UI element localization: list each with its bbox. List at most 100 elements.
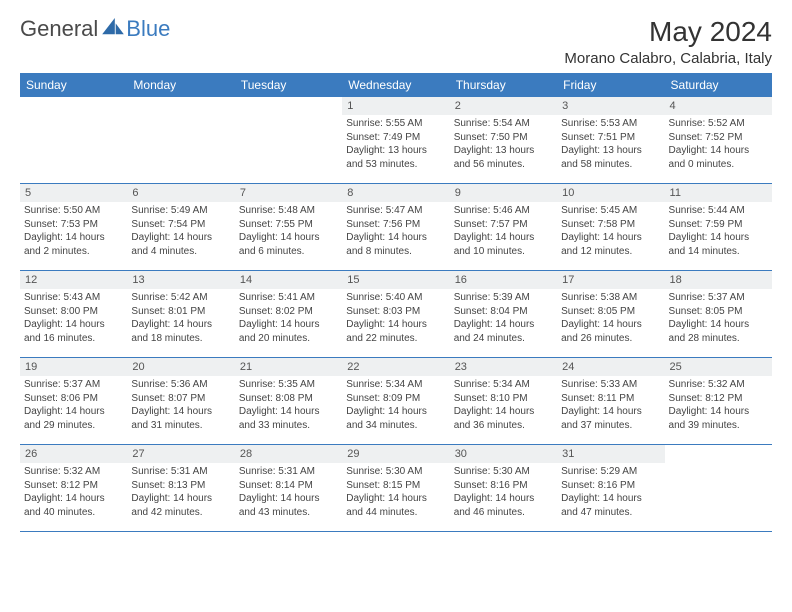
day-body: Sunrise: 5:34 AMSunset: 8:09 PMDaylight:… bbox=[342, 376, 449, 436]
day-cell: 2Sunrise: 5:54 AMSunset: 7:50 PMDaylight… bbox=[450, 97, 557, 183]
day-number: 23 bbox=[450, 358, 557, 376]
sunset-line: Sunset: 8:13 PM bbox=[131, 479, 230, 493]
day-number: 24 bbox=[557, 358, 664, 376]
daylight-line: Daylight: 14 hours and 29 minutes. bbox=[24, 405, 123, 432]
day-number: 25 bbox=[665, 358, 772, 376]
day-number: 2 bbox=[450, 97, 557, 115]
week-row: 1Sunrise: 5:55 AMSunset: 7:49 PMDaylight… bbox=[20, 97, 772, 184]
day-number: 27 bbox=[127, 445, 234, 463]
day-cell bbox=[235, 97, 342, 183]
sunset-line: Sunset: 7:55 PM bbox=[239, 218, 338, 232]
weekday-thursday: Thursday bbox=[450, 73, 557, 97]
daylight-line: Daylight: 14 hours and 16 minutes. bbox=[24, 318, 123, 345]
sunset-line: Sunset: 8:03 PM bbox=[346, 305, 445, 319]
daylight-line: Daylight: 14 hours and 10 minutes. bbox=[454, 231, 553, 258]
sunset-line: Sunset: 7:52 PM bbox=[669, 131, 768, 145]
day-body: Sunrise: 5:42 AMSunset: 8:01 PMDaylight:… bbox=[127, 289, 234, 349]
sunrise-line: Sunrise: 5:52 AM bbox=[669, 117, 768, 131]
day-body: Sunrise: 5:36 AMSunset: 8:07 PMDaylight:… bbox=[127, 376, 234, 436]
daylight-line: Daylight: 14 hours and 26 minutes. bbox=[561, 318, 660, 345]
daylight-line: Daylight: 14 hours and 37 minutes. bbox=[561, 405, 660, 432]
logo: General Blue bbox=[20, 16, 170, 42]
sunrise-line: Sunrise: 5:32 AM bbox=[24, 465, 123, 479]
sunrise-line: Sunrise: 5:32 AM bbox=[669, 378, 768, 392]
sunrise-line: Sunrise: 5:49 AM bbox=[131, 204, 230, 218]
sunrise-line: Sunrise: 5:37 AM bbox=[24, 378, 123, 392]
day-body: Sunrise: 5:40 AMSunset: 8:03 PMDaylight:… bbox=[342, 289, 449, 349]
day-body: Sunrise: 5:41 AMSunset: 8:02 PMDaylight:… bbox=[235, 289, 342, 349]
sunset-line: Sunset: 7:56 PM bbox=[346, 218, 445, 232]
day-cell: 8Sunrise: 5:47 AMSunset: 7:56 PMDaylight… bbox=[342, 184, 449, 270]
sunrise-line: Sunrise: 5:38 AM bbox=[561, 291, 660, 305]
day-cell: 17Sunrise: 5:38 AMSunset: 8:05 PMDayligh… bbox=[557, 271, 664, 357]
sunrise-line: Sunrise: 5:45 AM bbox=[561, 204, 660, 218]
day-cell: 22Sunrise: 5:34 AMSunset: 8:09 PMDayligh… bbox=[342, 358, 449, 444]
day-body: Sunrise: 5:33 AMSunset: 8:11 PMDaylight:… bbox=[557, 376, 664, 436]
day-body: Sunrise: 5:35 AMSunset: 8:08 PMDaylight:… bbox=[235, 376, 342, 436]
day-body: Sunrise: 5:52 AMSunset: 7:52 PMDaylight:… bbox=[665, 115, 772, 175]
logo-text-2: Blue bbox=[126, 16, 170, 42]
sunset-line: Sunset: 7:50 PM bbox=[454, 131, 553, 145]
daylight-line: Daylight: 14 hours and 44 minutes. bbox=[346, 492, 445, 519]
sunset-line: Sunset: 8:04 PM bbox=[454, 305, 553, 319]
sunrise-line: Sunrise: 5:54 AM bbox=[454, 117, 553, 131]
sunset-line: Sunset: 8:11 PM bbox=[561, 392, 660, 406]
day-body: Sunrise: 5:44 AMSunset: 7:59 PMDaylight:… bbox=[665, 202, 772, 262]
day-number: 20 bbox=[127, 358, 234, 376]
title-block: May 2024 Morano Calabro, Calabria, Italy bbox=[564, 16, 772, 67]
day-body: Sunrise: 5:38 AMSunset: 8:05 PMDaylight:… bbox=[557, 289, 664, 349]
daylight-line: Daylight: 14 hours and 8 minutes. bbox=[346, 231, 445, 258]
day-number: 14 bbox=[235, 271, 342, 289]
daylight-line: Daylight: 14 hours and 14 minutes. bbox=[669, 231, 768, 258]
day-cell: 28Sunrise: 5:31 AMSunset: 8:14 PMDayligh… bbox=[235, 445, 342, 531]
sunrise-line: Sunrise: 5:29 AM bbox=[561, 465, 660, 479]
day-cell: 25Sunrise: 5:32 AMSunset: 8:12 PMDayligh… bbox=[665, 358, 772, 444]
day-body: Sunrise: 5:54 AMSunset: 7:50 PMDaylight:… bbox=[450, 115, 557, 175]
day-number: 7 bbox=[235, 184, 342, 202]
weekday-sunday: Sunday bbox=[20, 73, 127, 97]
day-body: Sunrise: 5:31 AMSunset: 8:13 PMDaylight:… bbox=[127, 463, 234, 523]
day-body: Sunrise: 5:46 AMSunset: 7:57 PMDaylight:… bbox=[450, 202, 557, 262]
sunrise-line: Sunrise: 5:48 AM bbox=[239, 204, 338, 218]
sunset-line: Sunset: 7:49 PM bbox=[346, 131, 445, 145]
sunset-line: Sunset: 8:09 PM bbox=[346, 392, 445, 406]
day-number: 15 bbox=[342, 271, 449, 289]
day-body: Sunrise: 5:45 AMSunset: 7:58 PMDaylight:… bbox=[557, 202, 664, 262]
day-number: 5 bbox=[20, 184, 127, 202]
day-number: 26 bbox=[20, 445, 127, 463]
week-row: 12Sunrise: 5:43 AMSunset: 8:00 PMDayligh… bbox=[20, 271, 772, 358]
calendar: SundayMondayTuesdayWednesdayThursdayFrid… bbox=[20, 73, 772, 532]
sunrise-line: Sunrise: 5:43 AM bbox=[24, 291, 123, 305]
sunset-line: Sunset: 7:59 PM bbox=[669, 218, 768, 232]
sunset-line: Sunset: 8:16 PM bbox=[454, 479, 553, 493]
calendar-page: General Blue May 2024 Morano Calabro, Ca… bbox=[0, 0, 792, 548]
month-title: May 2024 bbox=[564, 16, 772, 48]
header: General Blue May 2024 Morano Calabro, Ca… bbox=[20, 16, 772, 67]
sunrise-line: Sunrise: 5:39 AM bbox=[454, 291, 553, 305]
day-cell: 30Sunrise: 5:30 AMSunset: 8:16 PMDayligh… bbox=[450, 445, 557, 531]
day-number: 9 bbox=[450, 184, 557, 202]
day-cell: 7Sunrise: 5:48 AMSunset: 7:55 PMDaylight… bbox=[235, 184, 342, 270]
week-row: 19Sunrise: 5:37 AMSunset: 8:06 PMDayligh… bbox=[20, 358, 772, 445]
day-cell: 14Sunrise: 5:41 AMSunset: 8:02 PMDayligh… bbox=[235, 271, 342, 357]
day-body: Sunrise: 5:29 AMSunset: 8:16 PMDaylight:… bbox=[557, 463, 664, 523]
daylight-line: Daylight: 13 hours and 53 minutes. bbox=[346, 144, 445, 171]
weekday-wednesday: Wednesday bbox=[342, 73, 449, 97]
sunrise-line: Sunrise: 5:31 AM bbox=[239, 465, 338, 479]
sunset-line: Sunset: 8:12 PM bbox=[24, 479, 123, 493]
daylight-line: Daylight: 14 hours and 40 minutes. bbox=[24, 492, 123, 519]
day-body: Sunrise: 5:32 AMSunset: 8:12 PMDaylight:… bbox=[665, 376, 772, 436]
day-cell: 10Sunrise: 5:45 AMSunset: 7:58 PMDayligh… bbox=[557, 184, 664, 270]
day-cell: 5Sunrise: 5:50 AMSunset: 7:53 PMDaylight… bbox=[20, 184, 127, 270]
daylight-line: Daylight: 14 hours and 34 minutes. bbox=[346, 405, 445, 432]
weekday-row: SundayMondayTuesdayWednesdayThursdayFrid… bbox=[20, 73, 772, 97]
day-cell: 9Sunrise: 5:46 AMSunset: 7:57 PMDaylight… bbox=[450, 184, 557, 270]
day-cell bbox=[127, 97, 234, 183]
sunrise-line: Sunrise: 5:53 AM bbox=[561, 117, 660, 131]
daylight-line: Daylight: 14 hours and 43 minutes. bbox=[239, 492, 338, 519]
daylight-line: Daylight: 14 hours and 2 minutes. bbox=[24, 231, 123, 258]
day-body: Sunrise: 5:32 AMSunset: 8:12 PMDaylight:… bbox=[20, 463, 127, 523]
daylight-line: Daylight: 14 hours and 39 minutes. bbox=[669, 405, 768, 432]
sunrise-line: Sunrise: 5:47 AM bbox=[346, 204, 445, 218]
day-cell: 16Sunrise: 5:39 AMSunset: 8:04 PMDayligh… bbox=[450, 271, 557, 357]
